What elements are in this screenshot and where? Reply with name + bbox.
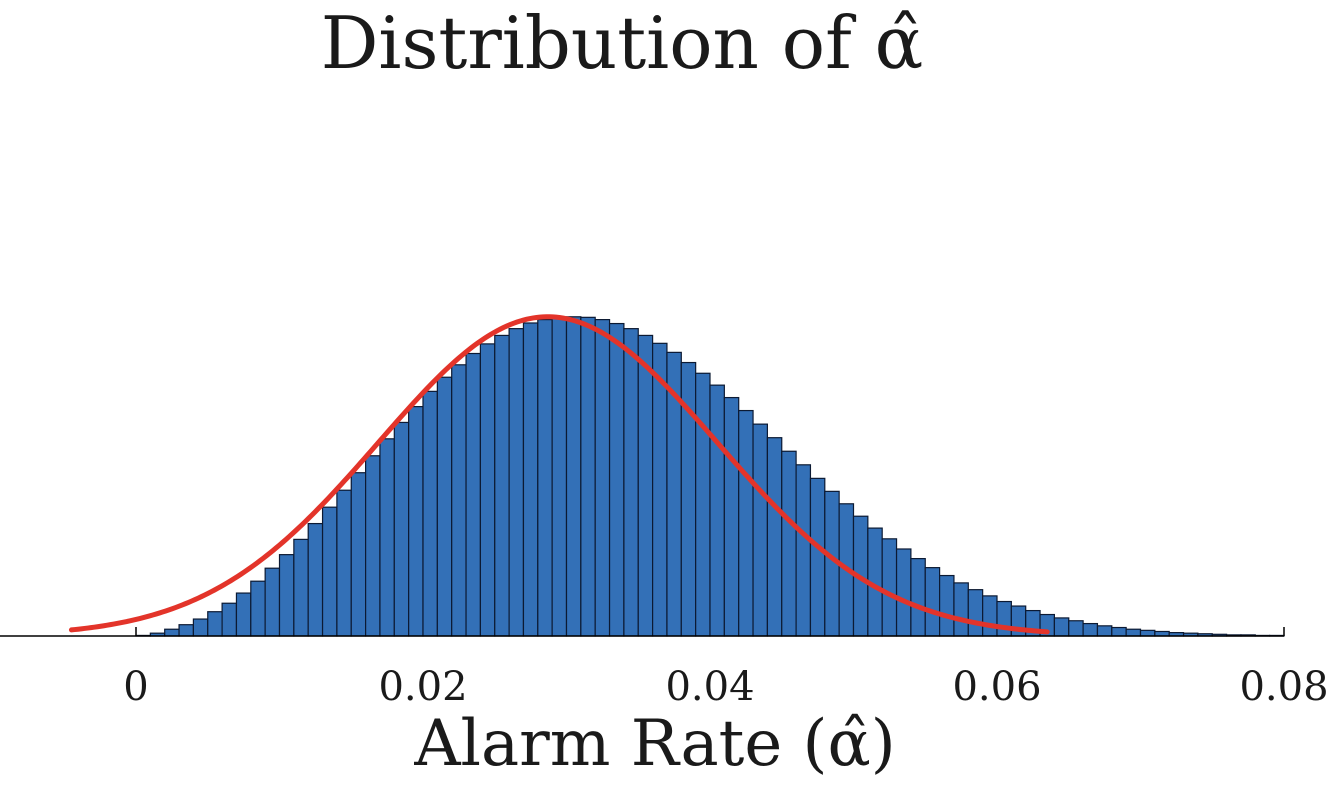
histogram-bar (795, 464, 812, 637)
chart-title: Distribution of α̂ (321, 1, 924, 85)
histogram-bar (551, 316, 568, 637)
normal-fit-curve (68, 314, 1050, 635)
histogram-bar (594, 319, 611, 637)
histogram-bar (422, 390, 438, 637)
histogram-bar (494, 334, 510, 637)
histogram-bar (881, 538, 898, 637)
histogram-bar (436, 376, 453, 637)
histogram-bar (738, 409, 754, 637)
histogram-bar (192, 618, 209, 637)
x-tick-label: 0.04 (665, 664, 754, 710)
histogram-bar (580, 316, 596, 637)
histogram-bar (522, 322, 539, 637)
histogram-bar (924, 567, 941, 637)
histogram-bar (508, 328, 525, 637)
x-tick-label: 0.02 (378, 664, 467, 710)
histogram-bar (379, 438, 395, 637)
x-tick-label: 0 (123, 664, 148, 710)
histogram-bar (451, 364, 467, 637)
histogram-bar (408, 406, 424, 637)
histogram-bars (135, 316, 1285, 637)
histogram-bar (982, 595, 998, 637)
histogram-bar (264, 567, 281, 637)
histogram-bar (178, 624, 195, 637)
histogram-bar (250, 580, 266, 637)
histogram-bar (1053, 617, 1070, 637)
x-tick-label: 0.08 (1239, 664, 1328, 710)
histogram-bar (164, 628, 180, 637)
histogram-bar (637, 334, 654, 637)
histogram-bar (235, 592, 252, 637)
histogram-bar (967, 589, 984, 637)
histogram-bar (809, 477, 826, 637)
histogram-bar (996, 600, 1012, 637)
histogram-bar (1068, 620, 1084, 637)
histogram-bar (895, 548, 912, 637)
histogram-bar (938, 574, 955, 637)
histogram-bar (695, 372, 711, 637)
x-axis (0, 627, 1285, 637)
histogram-bar (781, 450, 797, 637)
histogram-bar (608, 322, 625, 637)
x-axis-label: Alarm Rate (α̂) (413, 707, 895, 781)
histogram-bar (465, 352, 481, 637)
x-tick-label: 0.06 (952, 664, 1041, 710)
histogram-bar (293, 538, 309, 637)
histogram-bar (537, 319, 553, 637)
histogram-bar (393, 421, 410, 637)
histogram-bar (336, 489, 352, 637)
histogram-bar (1111, 626, 1127, 637)
histogram-bar (321, 506, 338, 637)
histogram-bar (752, 423, 768, 637)
histogram-bar (221, 602, 238, 637)
histogram-bar (709, 384, 725, 637)
histogram-bar (479, 343, 496, 637)
histogram-bar (766, 437, 783, 637)
histogram-bar (1125, 628, 1142, 637)
histogram-bar (1096, 625, 1113, 637)
histogram-bar (1139, 629, 1156, 637)
histogram-bar (350, 472, 367, 637)
histogram-bar (365, 455, 381, 637)
histogram-bar (953, 582, 969, 637)
histogram-bar (723, 396, 740, 637)
histogram-bar (623, 328, 639, 637)
x-tick-labels: 0 0.02 0.04 0.06 0.08 (123, 664, 1328, 710)
histogram-bar (565, 316, 582, 637)
histogram-bar (207, 611, 223, 637)
histogram-bar (278, 554, 295, 637)
histogram-bar (307, 522, 324, 637)
histogram-bar (910, 557, 926, 637)
histogram-bar (1082, 622, 1099, 637)
